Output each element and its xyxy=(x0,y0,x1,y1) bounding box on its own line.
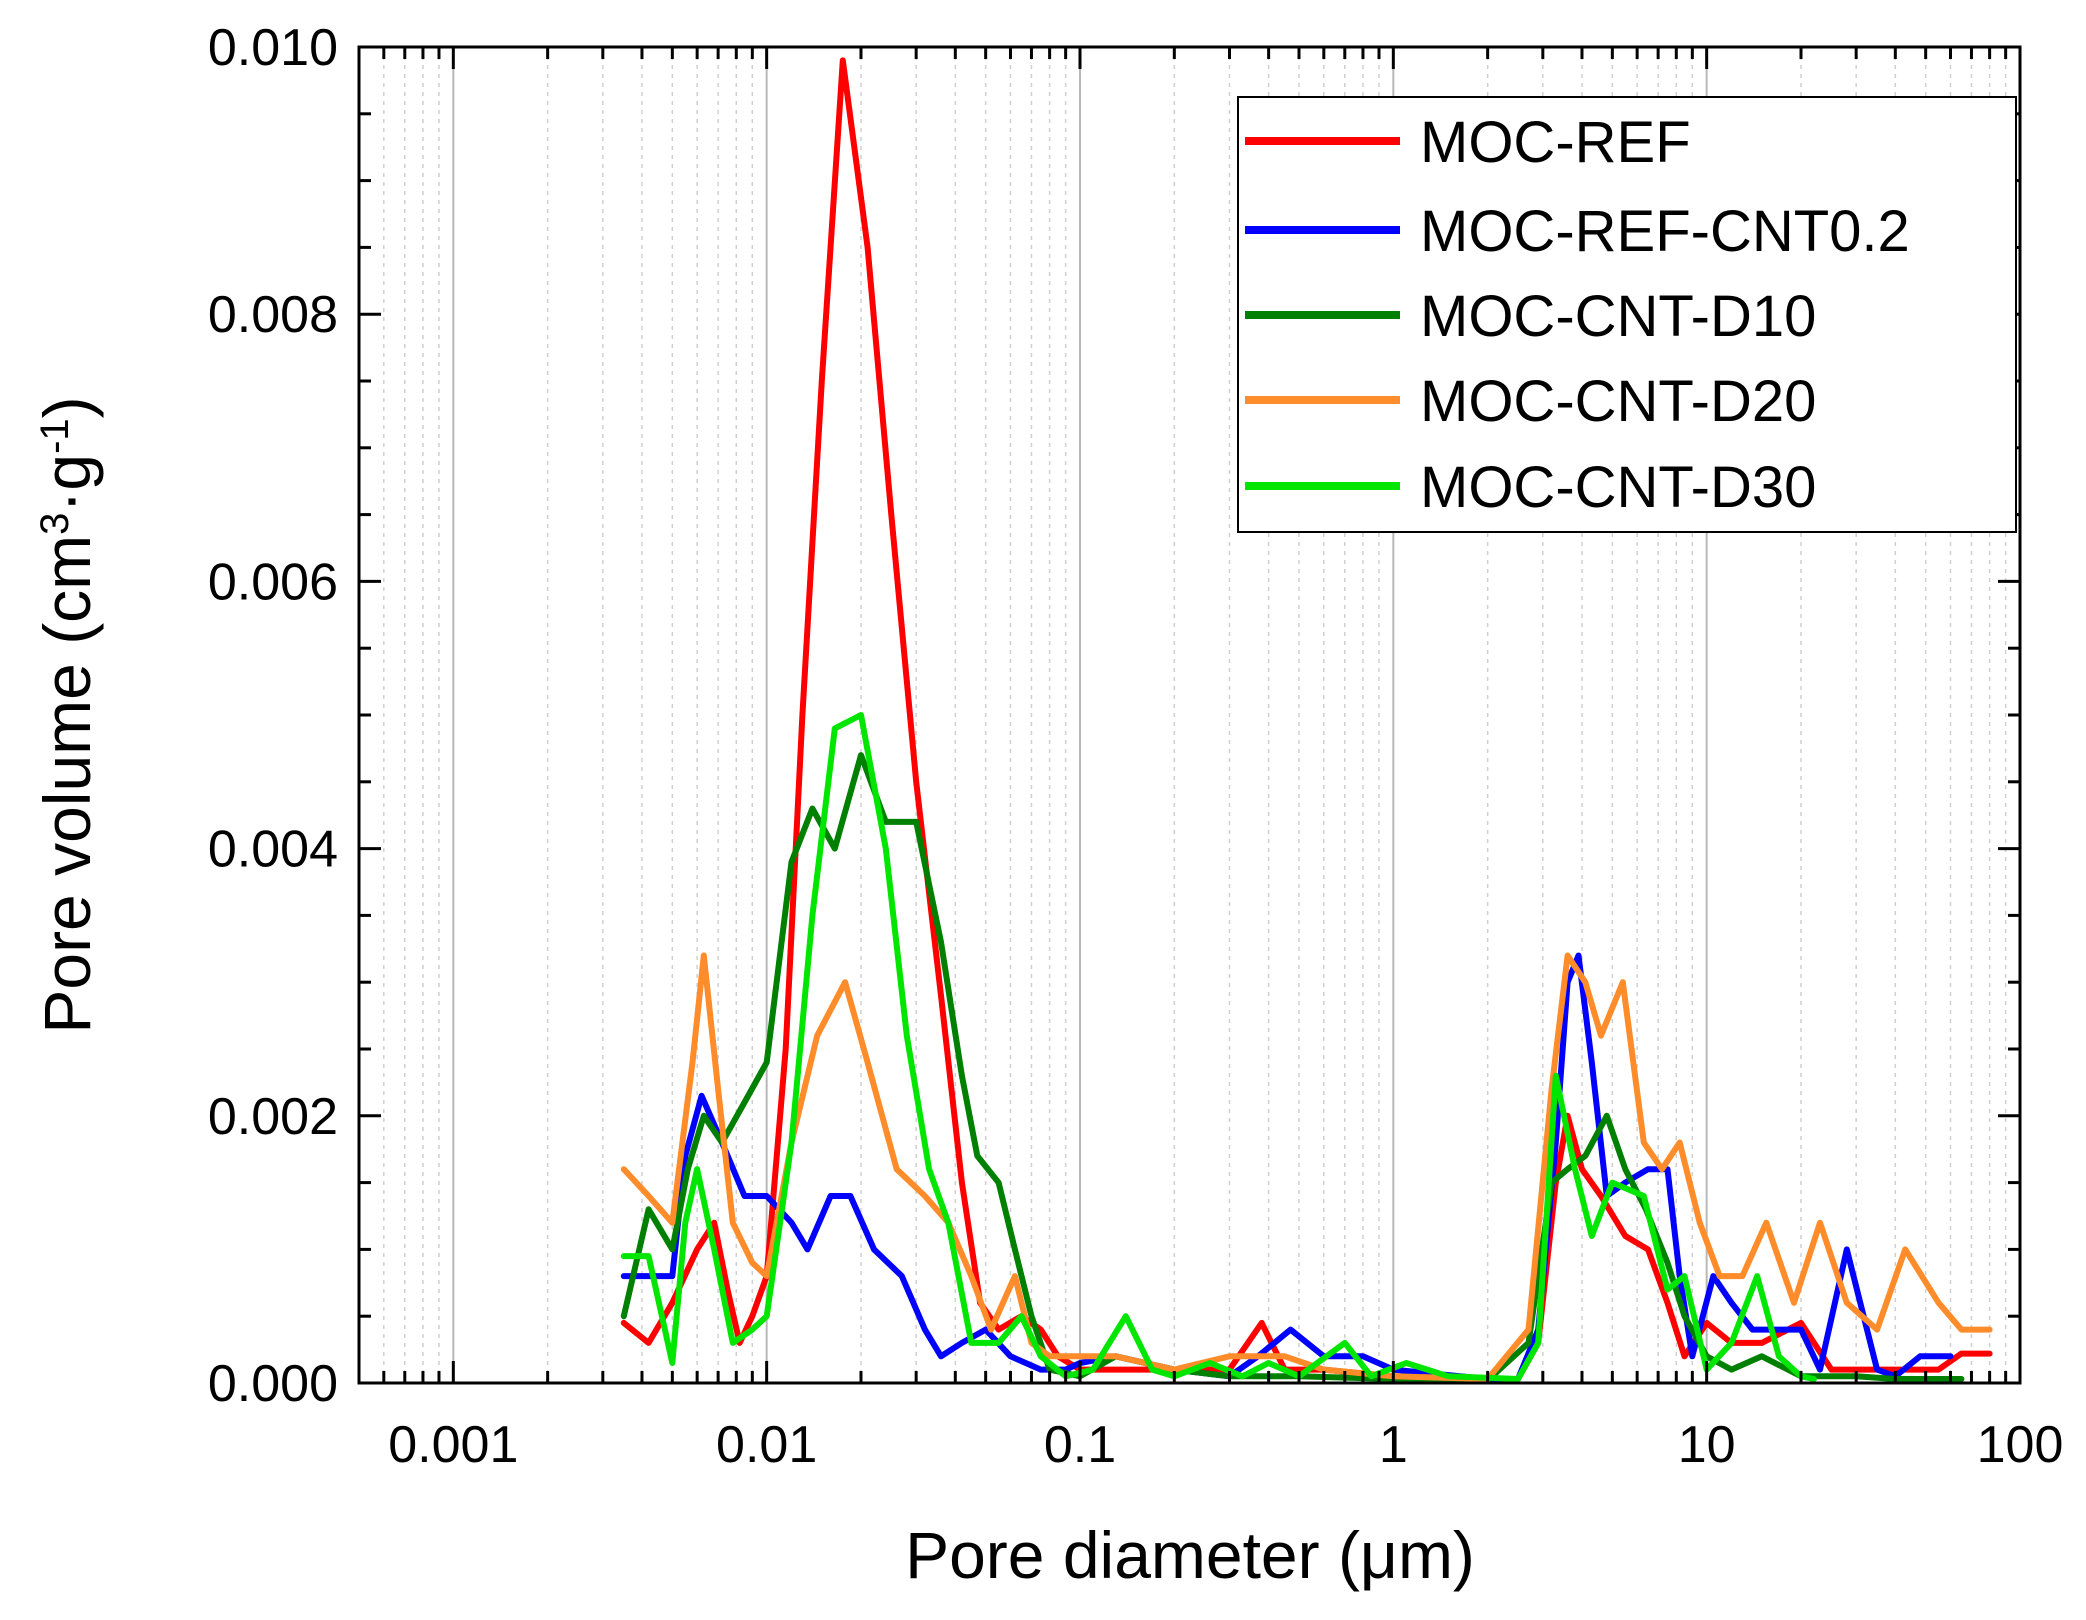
series-line-moc-ref xyxy=(620,57,1993,1382)
x-axis-title: Pore diameter (μm) xyxy=(905,1518,1475,1592)
grid-layer xyxy=(383,47,2007,1383)
legend-label-moc-ref: MOC-REF xyxy=(1420,110,1691,175)
x-tick-label: 0.01 xyxy=(716,1416,817,1474)
legend-label-moc-cnt-d30: MOC-CNT-D30 xyxy=(1420,455,1816,520)
legend: MOC-REF MOC-REF-CNT0.2 MOC-CNT-D10 MOC-C… xyxy=(1237,96,2017,533)
x-tick-label: 1 xyxy=(1379,1416,1408,1474)
y-axis-title-part2: ·g xyxy=(30,454,104,513)
legend-label-moc-ref-cnt0-2: MOC-REF-CNT0.2 xyxy=(1420,199,1910,264)
series-line-moc-cnt-d20 xyxy=(620,952,1993,1382)
x-tick-label: 0.1 xyxy=(1044,1416,1116,1474)
y-axis-title-part3: ) xyxy=(30,396,104,418)
x-tick-label: 0.001 xyxy=(388,1416,518,1474)
tick-layer: 0.001 0.01 0.1 1 10 100 0.000 0.002 0.004 0.006 0.… xyxy=(208,19,2064,1474)
legend-label-moc-cnt-d10: MOC-CNT-D10 xyxy=(1420,284,1816,349)
y-tick-label: 0.002 xyxy=(208,1088,338,1146)
y-axis-title-part1: Pore volume (cm xyxy=(30,535,104,1034)
y-axis-title-sup1: 3 xyxy=(33,513,77,535)
y-tick-label: 0.006 xyxy=(208,553,338,611)
y-axis-title-sup2: -1 xyxy=(33,418,77,454)
y-tick-label: 0.004 xyxy=(208,821,338,879)
series-line-moc-cnt-d30 xyxy=(620,712,1817,1382)
y-tick-label: 0.000 xyxy=(208,1355,338,1413)
x-tick-label: 100 xyxy=(1977,1416,2064,1474)
y-tick-label: 0.010 xyxy=(208,19,338,77)
legend-label-moc-cnt-d20: MOC-CNT-D20 xyxy=(1420,369,1816,434)
y-tick-label: 0.008 xyxy=(208,286,338,344)
series-layer xyxy=(620,57,1993,1384)
x-tick-label: 10 xyxy=(1678,1416,1736,1474)
series-line-moc-ref-cnt0-2 xyxy=(620,952,1954,1382)
y-axis-title: Pore volume (cm3·g-1) xyxy=(30,396,104,1033)
